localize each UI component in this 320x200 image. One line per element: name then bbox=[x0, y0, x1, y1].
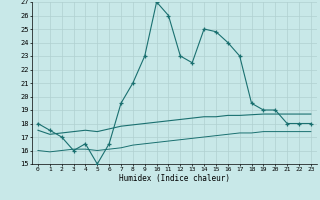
X-axis label: Humidex (Indice chaleur): Humidex (Indice chaleur) bbox=[119, 174, 230, 183]
